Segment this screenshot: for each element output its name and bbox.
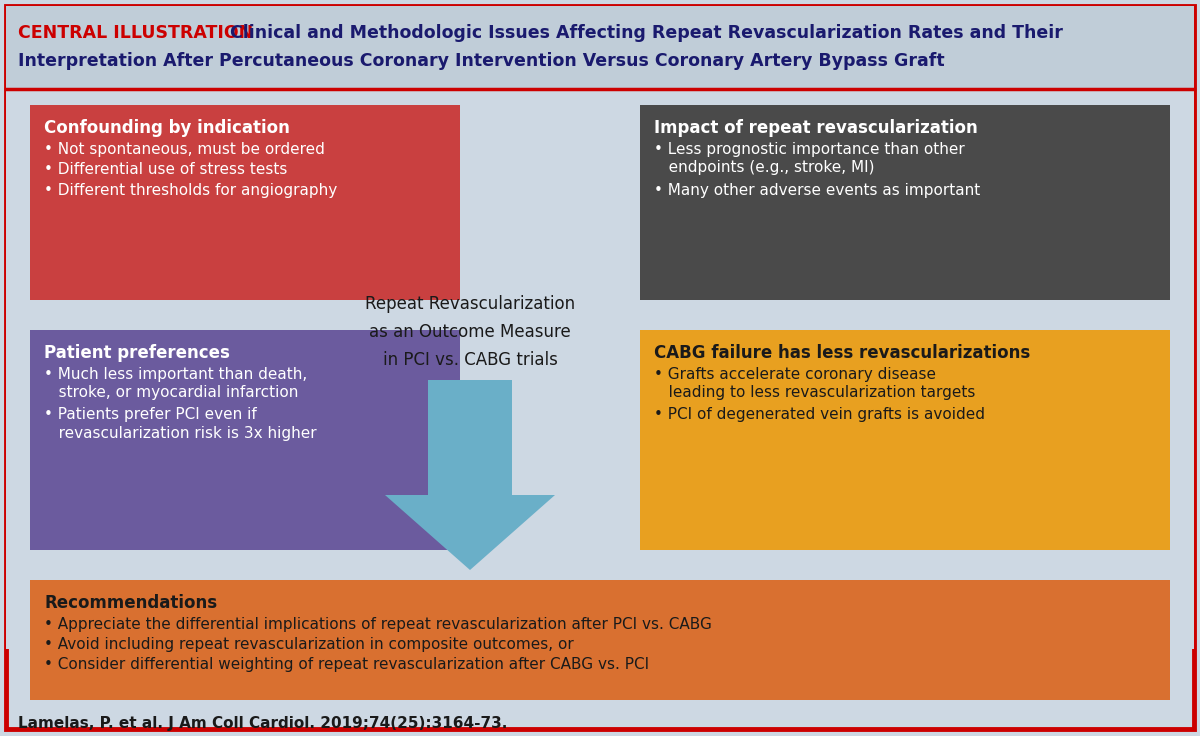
- Text: • PCI of degenerated vein grafts is avoided: • PCI of degenerated vein grafts is avoi…: [654, 408, 985, 422]
- Text: • Grafts accelerate coronary disease
   leading to less revascularization target: • Grafts accelerate coronary disease lea…: [654, 367, 976, 400]
- Bar: [30, 330, 460, 550]
- Text: CABG failure has less revascularizations: CABG failure has less revascularizations: [654, 344, 1031, 362]
- Text: • Many other adverse events as important: • Many other adverse events as important: [654, 183, 980, 197]
- Text: Interpretation After Percutaneous Coronary Intervention Versus Coronary Artery B: Interpretation After Percutaneous Corona…: [18, 52, 944, 70]
- Text: Repeat Revascularization
as an Outcome Measure
in PCI vs. CABG trials: Repeat Revascularization as an Outcome M…: [365, 295, 575, 369]
- Text: Recommendations: Recommendations: [44, 594, 217, 612]
- Polygon shape: [385, 495, 554, 570]
- Text: • Appreciate the differential implications of repeat revascularization after PCI: • Appreciate the differential implicatio…: [44, 617, 712, 631]
- Text: • Patients prefer PCI even if
   revascularization risk is 3x higher: • Patients prefer PCI even if revascular…: [44, 408, 317, 441]
- Bar: [6, 6, 1194, 89]
- Text: • Not spontaneous, must be ordered: • Not spontaneous, must be ordered: [44, 142, 325, 157]
- Text: Patient preferences: Patient preferences: [44, 344, 230, 362]
- Text: Impact of repeat revascularization: Impact of repeat revascularization: [654, 119, 978, 137]
- Bar: [428, 380, 512, 500]
- Bar: [6, 89, 1194, 649]
- Text: CENTRAL ILLUSTRATION: CENTRAL ILLUSTRATION: [18, 24, 253, 42]
- Bar: [30, 105, 460, 300]
- Text: Confounding by indication: Confounding by indication: [44, 119, 290, 137]
- Bar: [30, 580, 1170, 700]
- Text: • Much less important than death,
   stroke, or myocardial infarction: • Much less important than death, stroke…: [44, 367, 307, 400]
- Text: • Differential use of stress tests: • Differential use of stress tests: [44, 162, 287, 177]
- Text: • Consider differential weighting of repeat revascularization after CABG vs. PCI: • Consider differential weighting of rep…: [44, 657, 649, 673]
- Bar: [640, 330, 1170, 550]
- Text: Lamelas, P. et al. J Am Coll Cardiol. 2019;74(25):3164-73.: Lamelas, P. et al. J Am Coll Cardiol. 20…: [18, 716, 508, 731]
- Bar: [640, 105, 1170, 300]
- Text: • Different thresholds for angiography: • Different thresholds for angiography: [44, 183, 337, 197]
- Text: • Avoid including repeat revascularization in composite outcomes, or: • Avoid including repeat revascularizati…: [44, 637, 574, 652]
- Text: • Less prognostic importance than other
   endpoints (e.g., stroke, MI): • Less prognostic importance than other …: [654, 142, 965, 175]
- Text: Clinical and Methodologic Issues Affecting Repeat Revascularization Rates and Th: Clinical and Methodologic Issues Affecti…: [230, 24, 1063, 42]
